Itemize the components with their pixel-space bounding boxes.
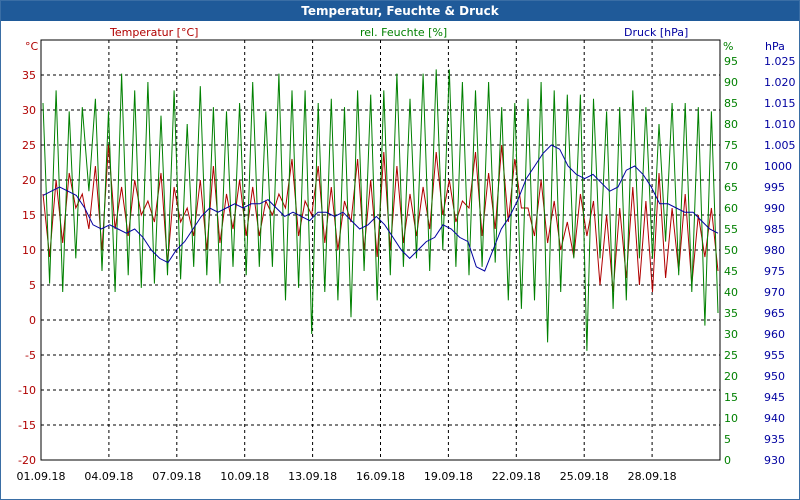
left-axis-unit: °C — [25, 40, 39, 53]
x-tick-label: 22.09.18 — [492, 470, 541, 483]
left-axis-label: Temperatur [°C] — [109, 26, 198, 39]
x-tick-label: 19.09.18 — [424, 470, 473, 483]
x-tick-label: 16.09.18 — [356, 470, 405, 483]
mid-tick-label: 75 — [724, 139, 738, 152]
mid-axis-label: rel. Feuchte [%] — [360, 26, 447, 39]
mid-tick-label: 90 — [724, 76, 738, 89]
mid-tick-label: 0 — [724, 454, 731, 467]
right-tick-label: 970 — [764, 286, 785, 299]
series-line-2 — [42, 144, 719, 272]
right-tick-label: 945 — [764, 391, 785, 404]
x-tick-label: 13.09.18 — [288, 470, 337, 483]
left-tick-label: -15 — [18, 419, 36, 432]
mid-tick-label: 35 — [724, 307, 738, 320]
right-tick-label: 985 — [764, 223, 785, 236]
x-tick-label: 10.09.18 — [220, 470, 269, 483]
right-axis-ticks: 1.025 1.020 1.015 1.010 1.005 1000 995 990 985 98… — [764, 55, 796, 467]
mid-tick-label: 40 — [724, 286, 738, 299]
left-tick-label: 20 — [22, 174, 36, 187]
mid-tick-label: 65 — [724, 181, 738, 194]
left-tick-label: -5 — [25, 349, 36, 362]
left-tick-label: 10 — [22, 244, 36, 257]
mid-tick-label: 25 — [724, 349, 738, 362]
mid-tick-label: 85 — [724, 97, 738, 110]
left-tick-label: -10 — [18, 384, 36, 397]
mid-tick-label: 80 — [724, 118, 738, 131]
mid-tick-label: 30 — [724, 328, 738, 341]
right-tick-label: 1.020 — [764, 76, 796, 89]
left-tick-label: 35 — [22, 69, 36, 82]
right-tick-label: 935 — [764, 433, 785, 446]
right-tick-label: 1.005 — [764, 139, 796, 152]
right-tick-label: 1000 — [764, 160, 792, 173]
mid-tick-label: 70 — [724, 160, 738, 173]
right-tick-label: 1.010 — [764, 118, 796, 131]
x-tick-label: 25.09.18 — [560, 470, 609, 483]
window-title: Temperatur, Feuchte & Druck — [1, 1, 799, 21]
left-tick-label: -20 — [18, 454, 36, 467]
mid-tick-label: 60 — [724, 202, 738, 215]
mid-tick-label: 10 — [724, 412, 738, 425]
right-tick-label: 980 — [764, 244, 785, 257]
left-tick-label: 25 — [22, 139, 36, 152]
mid-tick-label: 50 — [724, 244, 738, 257]
right-tick-label: 975 — [764, 265, 785, 278]
x-axis-ticks: 01.09.18 04.09.18 07.09.18 10.09.18 13.09.18… — [17, 470, 677, 483]
mid-tick-label: 15 — [724, 391, 738, 404]
series-lines — [42, 69, 719, 351]
right-tick-label: 995 — [764, 181, 785, 194]
right-tick-label: 1.015 — [764, 97, 796, 110]
x-tick-label: 07.09.18 — [152, 470, 201, 483]
right-tick-label: 940 — [764, 412, 785, 425]
left-tick-label: 0 — [29, 314, 36, 327]
right-tick-label: 990 — [764, 202, 785, 215]
mid-tick-label: 95 — [724, 55, 738, 68]
right-tick-label: 965 — [764, 307, 785, 320]
mid-axis-unit: % — [723, 40, 733, 53]
mid-tick-label: 45 — [724, 265, 738, 278]
mid-tick-label: 5 — [724, 433, 731, 446]
right-tick-label: 1.025 — [764, 55, 796, 68]
x-tick-label: 28.09.18 — [628, 470, 677, 483]
right-tick-label: 950 — [764, 370, 785, 383]
right-tick-label: 930 — [764, 454, 785, 467]
x-tick-label: 04.09.18 — [84, 470, 133, 483]
mid-tick-label: 55 — [724, 223, 738, 236]
right-axis-unit: hPa — [765, 40, 785, 53]
left-tick-label: 15 — [22, 209, 36, 222]
left-tick-label: 5 — [29, 279, 36, 292]
x-tick-label: 01.09.18 — [17, 470, 66, 483]
series-line-1 — [42, 69, 719, 351]
left-tick-label: 30 — [22, 104, 36, 117]
left-axis-ticks: 35 30 25 20 15 10 5 0 -5 -10 -15 -20 — [18, 69, 36, 467]
mid-tick-label: 20 — [724, 370, 738, 383]
right-tick-label: 960 — [764, 328, 785, 341]
right-axis-label: Druck [hPa] — [624, 26, 688, 39]
right-tick-label: 955 — [764, 349, 785, 362]
